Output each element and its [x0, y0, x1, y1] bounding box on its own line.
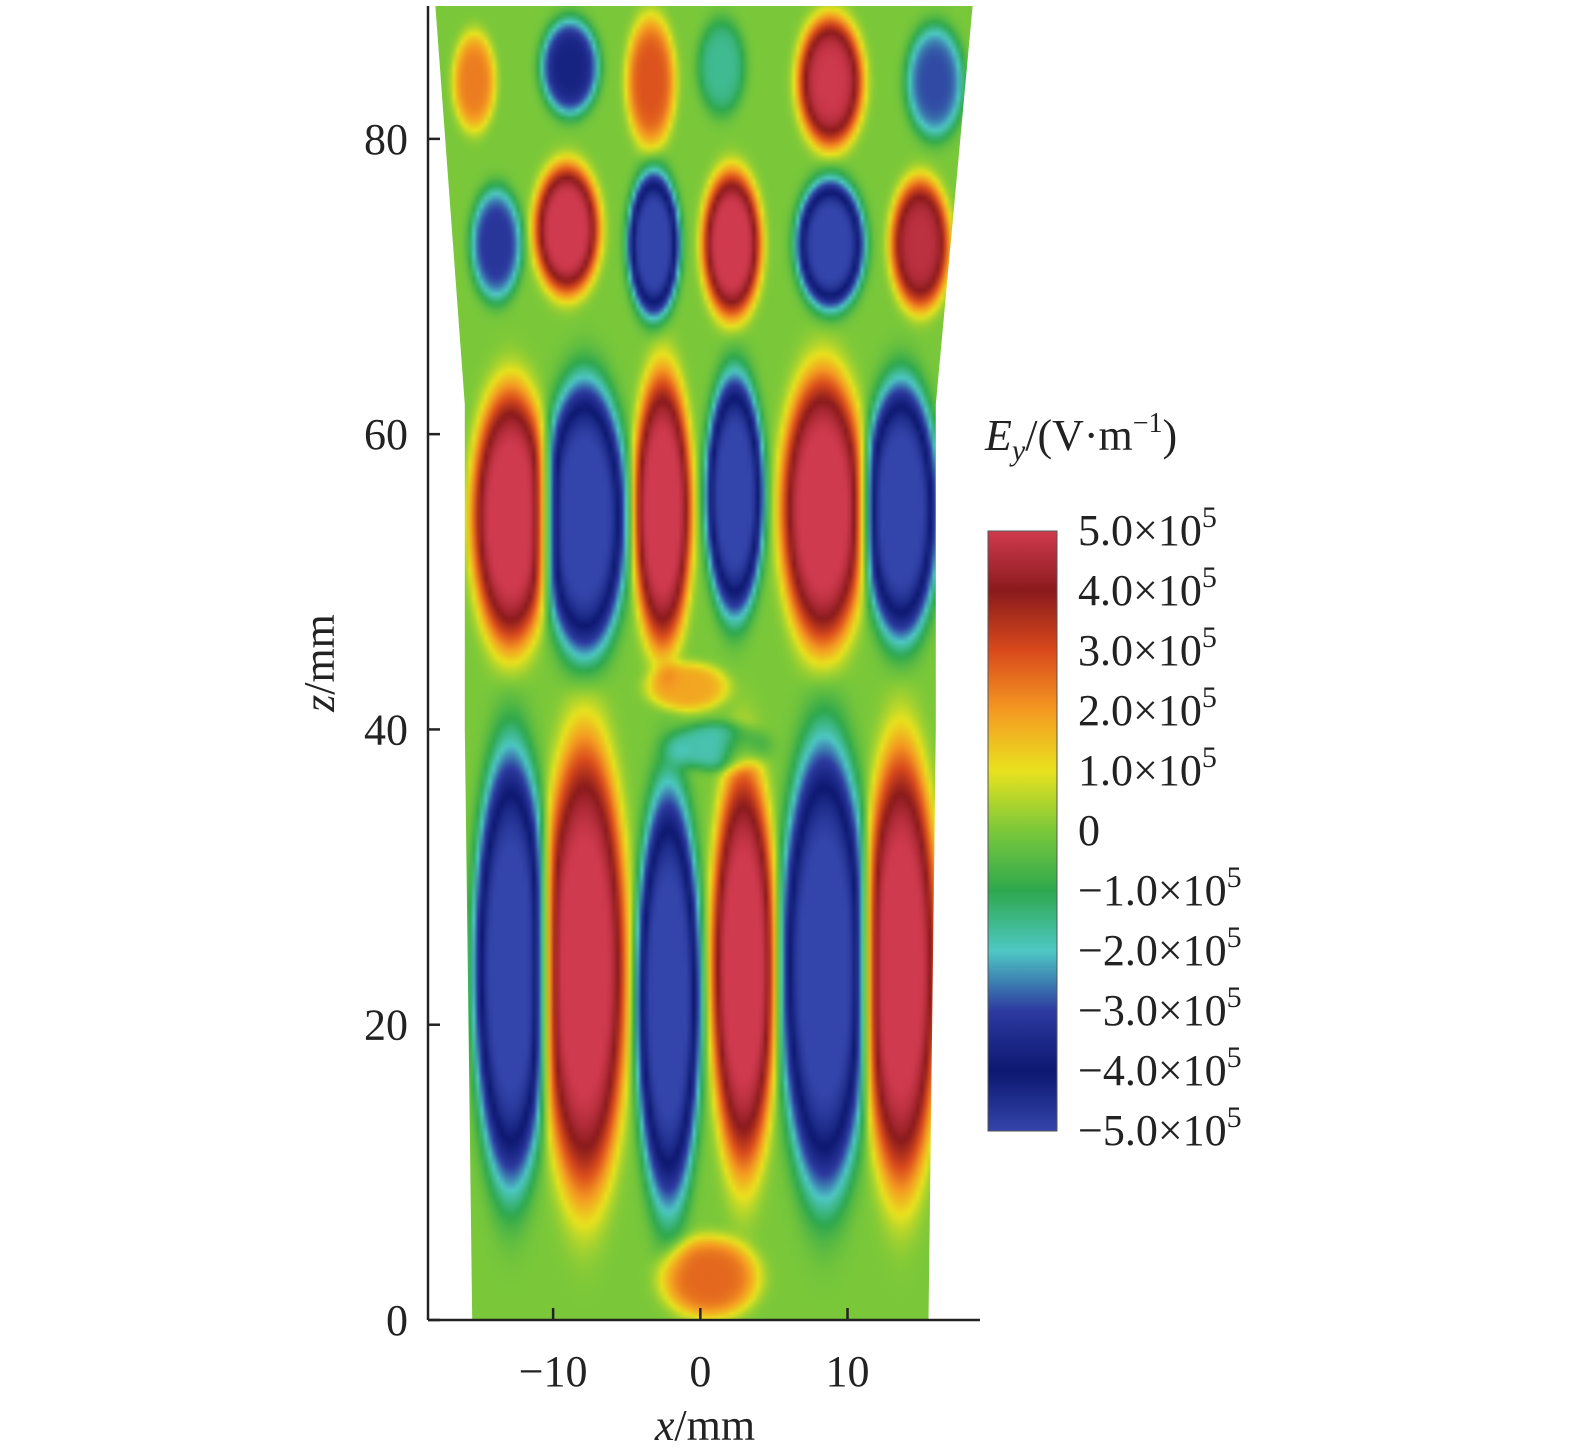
- colorbar: Ey/(V·m−1) 5.0×105 4.0×105 3.0×105 2.0×105 1…: [984, 408, 1242, 1155]
- colorbar-tick-label: −3.0×105: [1078, 981, 1242, 1035]
- colorbar-title: Ey/(V·m−1): [984, 408, 1177, 467]
- colorbar-bar: [987, 530, 1058, 1132]
- colorbar-tick-label: 3.0×105: [1078, 621, 1217, 675]
- colorbar-tick-label: 5.0×105: [1078, 501, 1217, 555]
- y-tick-label: 40: [364, 705, 408, 754]
- colorbar-tick-label: −1.0×105: [1078, 861, 1242, 915]
- field-region: [435, 6, 973, 1320]
- heatmap-image: [435, 6, 973, 1320]
- x-tick-label: 0: [689, 1347, 711, 1396]
- x-tick-label: −10: [519, 1347, 588, 1396]
- y-tick-label: 20: [364, 1001, 408, 1050]
- y-ticks: 0 20 40 60 80: [364, 115, 440, 1345]
- y-tick-label: 60: [364, 410, 408, 459]
- colorbar-tick-label: −4.0×105: [1078, 1041, 1242, 1095]
- axes: [426, 6, 980, 1322]
- colorbar-tick-labels: 5.0×105 4.0×105 3.0×105 2.0×105 1.0×105 0 −1.0…: [1078, 501, 1242, 1155]
- colorbar-tick-label: 4.0×105: [1078, 561, 1217, 615]
- y-tick-label: 80: [364, 115, 408, 164]
- colorbar-tick-label: 0: [1078, 806, 1100, 855]
- y-axis-label: z/mm: [295, 614, 344, 713]
- colorbar-tick-label: 1.0×105: [1078, 741, 1217, 795]
- colorbar-tick-label: 2.0×105: [1078, 681, 1217, 735]
- colorbar-tick-label: −2.0×105: [1078, 921, 1242, 975]
- y-tick-label: 0: [386, 1296, 408, 1345]
- colorbar-tick-label: −5.0×105: [1078, 1101, 1242, 1155]
- x-axis-label: x/mm: [654, 1401, 755, 1450]
- x-ticks: −10 0 10: [519, 1308, 870, 1396]
- x-tick-label: 10: [826, 1347, 870, 1396]
